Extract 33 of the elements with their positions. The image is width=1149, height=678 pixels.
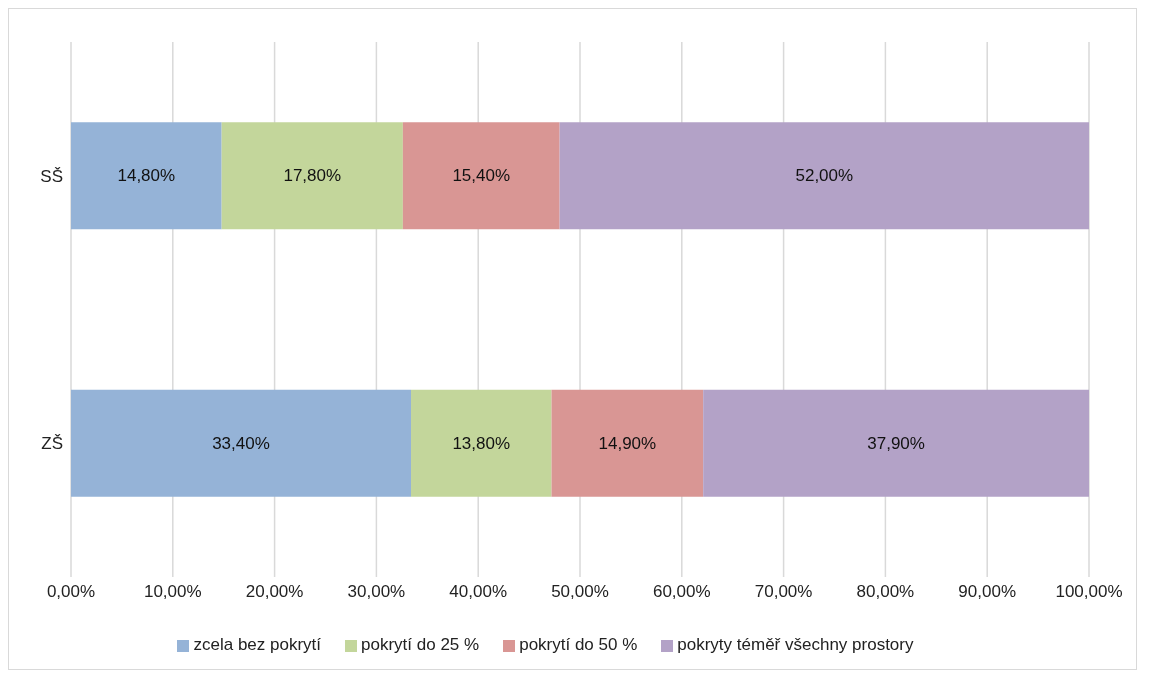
x-tick-label: 100,00% — [1055, 582, 1123, 602]
x-tick-label: 40,00% — [449, 582, 508, 602]
legend-label: pokrytí do 50 % — [519, 635, 638, 654]
x-tick-label: 0,00% — [46, 582, 96, 602]
bar — [402, 122, 560, 230]
bar — [71, 389, 412, 497]
data-label: 13,80% — [452, 433, 511, 453]
data-label: 14,80% — [117, 166, 176, 186]
y-tick-label: ZŠ — [41, 434, 63, 454]
legend-label: zcela bez pokrytí — [193, 635, 322, 654]
x-tick-label: 90,00% — [958, 582, 1017, 602]
x-tick-label: 30,00% — [347, 582, 406, 602]
data-label: 17,80% — [283, 166, 342, 186]
legend-label: pokryty téměř všechny prostory — [677, 635, 914, 654]
x-tick-label: 70,00% — [754, 582, 813, 602]
bar — [559, 122, 1089, 230]
data-label: 15,40% — [452, 166, 511, 186]
bar — [703, 389, 1089, 497]
data-label: 33,40% — [212, 433, 270, 453]
x-tick-label: 10,00% — [143, 582, 202, 602]
x-tick-label: 80,00% — [856, 582, 915, 602]
x-tick-label: 60,00% — [652, 582, 711, 602]
bar — [411, 389, 552, 497]
y-tick-label: SŠ — [40, 166, 63, 186]
data-label: 14,90% — [598, 433, 657, 453]
bar — [221, 122, 403, 230]
data-label: 37,90% — [867, 433, 925, 453]
x-tick-label: 50,00% — [551, 582, 609, 602]
legend-label: pokrytí do 25 % — [361, 635, 480, 654]
x-tick-label: 20,00% — [245, 582, 304, 602]
data-label: 52,00% — [795, 166, 854, 186]
bar — [551, 389, 704, 497]
bar — [71, 122, 222, 230]
